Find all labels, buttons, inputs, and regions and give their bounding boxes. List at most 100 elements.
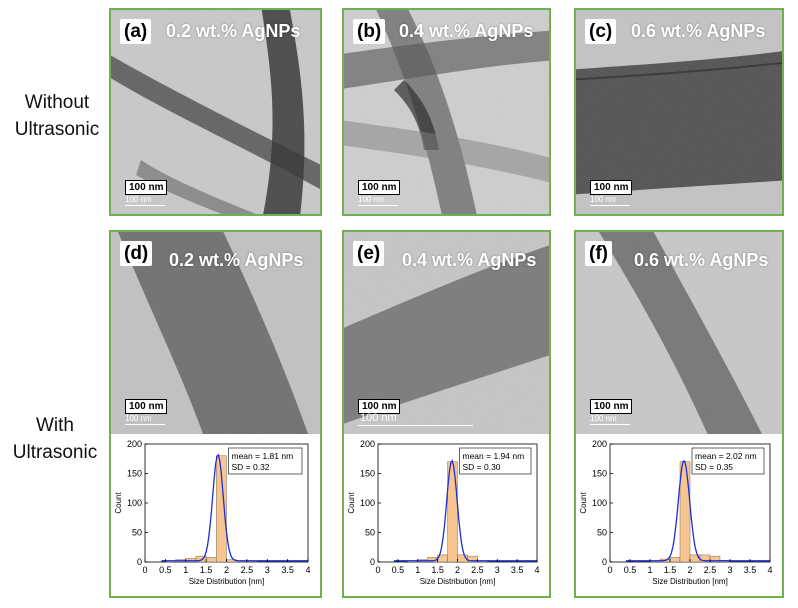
histogram-f: 0 0.5 1 1.5 2 2.5 3 3.5 4 0 50 100 150 200 Size Distri… <box>576 434 782 596</box>
histogram-chart-d: 0 0.5 1 1.5 2 2.5 3 3.5 4 0 50 100 150 200 Size Distri… <box>114 439 311 586</box>
scale-bar-label-d: 100 nm <box>125 399 168 414</box>
x-tick-label: 3 <box>495 565 500 575</box>
panel-tag-c: (c) <box>585 19 617 44</box>
y-axis-label: Count <box>347 492 356 514</box>
y-tick-label: 100 <box>360 498 375 508</box>
x-tick-label: 3 <box>727 565 732 575</box>
row-label-line: With <box>36 415 74 436</box>
scale-bar-line-a <box>125 205 165 206</box>
row-label-line: Ultrasonic <box>12 442 98 463</box>
stats-box <box>691 447 765 475</box>
tem-image-a <box>111 10 320 214</box>
scale-bar-label-a: 100 nm <box>125 180 168 195</box>
row-label-with-ultrasonic: With Ultrasonic <box>4 412 106 466</box>
panel-caption-f: 0.6 wt.% AgNPs <box>634 250 769 270</box>
histogram-bar <box>246 561 258 563</box>
x-tick-label: 2 <box>455 565 460 575</box>
histogram-bar <box>216 455 227 563</box>
stats-text: mean = 2.02 nm <box>695 451 757 461</box>
x-tick-label: 1.5 <box>200 565 213 575</box>
x-tick-label: 0.5 <box>159 565 172 575</box>
scale-bar-line-c <box>590 205 630 206</box>
scale-bar-line-b <box>358 205 398 206</box>
y-tick-label: 50 <box>365 528 375 538</box>
scale-bar-sublabel-e: 100 nm <box>360 412 397 424</box>
y-tick-label: 150 <box>127 469 142 479</box>
x-tick-label: 2 <box>224 565 229 575</box>
stats-text: mean = 1.81 nm <box>232 451 294 461</box>
scale-bar-sublabel-d: 100 nm <box>125 414 152 423</box>
x-tick-label: 2 <box>687 565 692 575</box>
panel-caption-d: 0.2 wt.% AgNPs <box>169 250 304 270</box>
panel-tag-d: (d) <box>120 241 153 266</box>
y-tick-label: 200 <box>127 439 142 449</box>
histogram-e: 0 0.5 1 1.5 2 2.5 3 3.5 4 0 50 100 150 200 Size Distri… <box>344 434 549 596</box>
y-tick-label: 100 <box>127 498 142 508</box>
row-label-without-ultrasonic: Without Ultrasonic <box>8 89 106 143</box>
y-tick-label: 50 <box>597 528 607 538</box>
row-label-line: Without <box>24 92 90 113</box>
scale-bar-label-f: 100 nm <box>590 399 633 414</box>
scale-bar-line-f <box>590 424 630 425</box>
x-tick-label: 0 <box>607 565 612 575</box>
x-axis-label: Size Distribution [nm] <box>420 577 496 586</box>
stats-text: SD = 0.32 <box>232 462 270 472</box>
x-tick-label: 3.5 <box>744 565 757 575</box>
x-tick-label: 3.5 <box>511 565 524 575</box>
stats-text: SD = 0.35 <box>695 462 733 472</box>
y-axis-label: Count <box>114 492 123 514</box>
panel-tag-e: (e) <box>353 241 385 266</box>
x-tick-label: 4 <box>534 565 539 575</box>
panel-caption-e: 0.4 wt.% AgNPs <box>402 250 537 270</box>
scale-bar-label-b: 100 nm <box>358 180 401 195</box>
panel-a: (a) 0.2 wt.% AgNPs 100 nm 100 nm <box>109 8 322 216</box>
y-tick-label: 0 <box>137 557 142 567</box>
panel-caption-c: 0.6 wt.% AgNPs <box>631 21 766 41</box>
x-tick-label: 3 <box>265 565 270 575</box>
x-tick-label: 3.5 <box>281 565 294 575</box>
panel-caption-a: 0.2 wt.% AgNPs <box>166 21 301 41</box>
stats-text: SD = 0.30 <box>463 462 501 472</box>
x-tick-label: 2.5 <box>704 565 717 575</box>
scale-bar-label-e: 100 nm <box>358 399 401 414</box>
y-tick-label: 50 <box>132 528 142 538</box>
panel-d: (d) 0.2 wt.% AgNPs 100 nm 100 nm 0 0.5 1 1.… <box>109 230 322 598</box>
y-tick-label: 100 <box>592 498 607 508</box>
stats-text: mean = 1.94 nm <box>463 451 525 461</box>
scale-bar-sublabel-b: 100 nm <box>358 195 385 204</box>
panel-caption-b: 0.4 wt.% AgNPs <box>399 21 534 41</box>
panel-tag-b: (b) <box>353 19 386 44</box>
fit-curve <box>626 460 770 562</box>
x-tick-label: 0 <box>142 565 147 575</box>
x-tick-label: 1.5 <box>431 565 444 575</box>
x-axis-label: Size Distribution [nm] <box>189 577 265 586</box>
y-tick-label: 0 <box>602 557 607 567</box>
scale-bar-sublabel-a: 100 nm <box>125 195 152 204</box>
x-tick-label: 4 <box>305 565 310 575</box>
panel-c: (c) 0.6 wt.% AgNPs 100 nm 100 nm <box>574 8 784 216</box>
x-tick-label: 0.5 <box>392 565 405 575</box>
scale-bar-line-d <box>125 424 165 425</box>
y-tick-label: 150 <box>592 469 607 479</box>
x-tick-label: 4 <box>767 565 772 575</box>
x-tick-label: 1.5 <box>664 565 677 575</box>
panel-b: (b) 0.4 wt.% AgNPs 100 nm 100 nm <box>342 8 551 216</box>
histogram-bar <box>205 557 217 563</box>
histogram-chart-e: 0 0.5 1 1.5 2 2.5 3 3.5 4 0 50 100 150 200 Size Distri… <box>347 439 540 586</box>
y-tick-label: 200 <box>360 439 375 449</box>
histogram-bar <box>669 557 681 563</box>
x-tick-label: 2.5 <box>241 565 254 575</box>
x-tick-label: 1 <box>647 565 652 575</box>
histogram-bar <box>679 461 691 563</box>
scale-bar-sublabel-f: 100 nm <box>590 414 617 423</box>
x-tick-label: 0.5 <box>624 565 637 575</box>
y-axis-label: Count <box>579 492 588 514</box>
panel-f: (f) 0.6 wt.% AgNPs 100 nm 100 nm 0 0.5 1 1.… <box>574 230 784 598</box>
histogram-d: 0 0.5 1 1.5 2 2.5 3 3.5 4 0 50 100 150 200 Size Distri… <box>111 434 320 596</box>
x-tick-label: 0 <box>375 565 380 575</box>
y-tick-label: 0 <box>370 557 375 567</box>
row-label-line: Ultrasonic <box>14 119 100 140</box>
scale-bar-line-e <box>358 425 473 426</box>
stats-box <box>459 447 532 475</box>
x-tick-label: 2.5 <box>471 565 484 575</box>
